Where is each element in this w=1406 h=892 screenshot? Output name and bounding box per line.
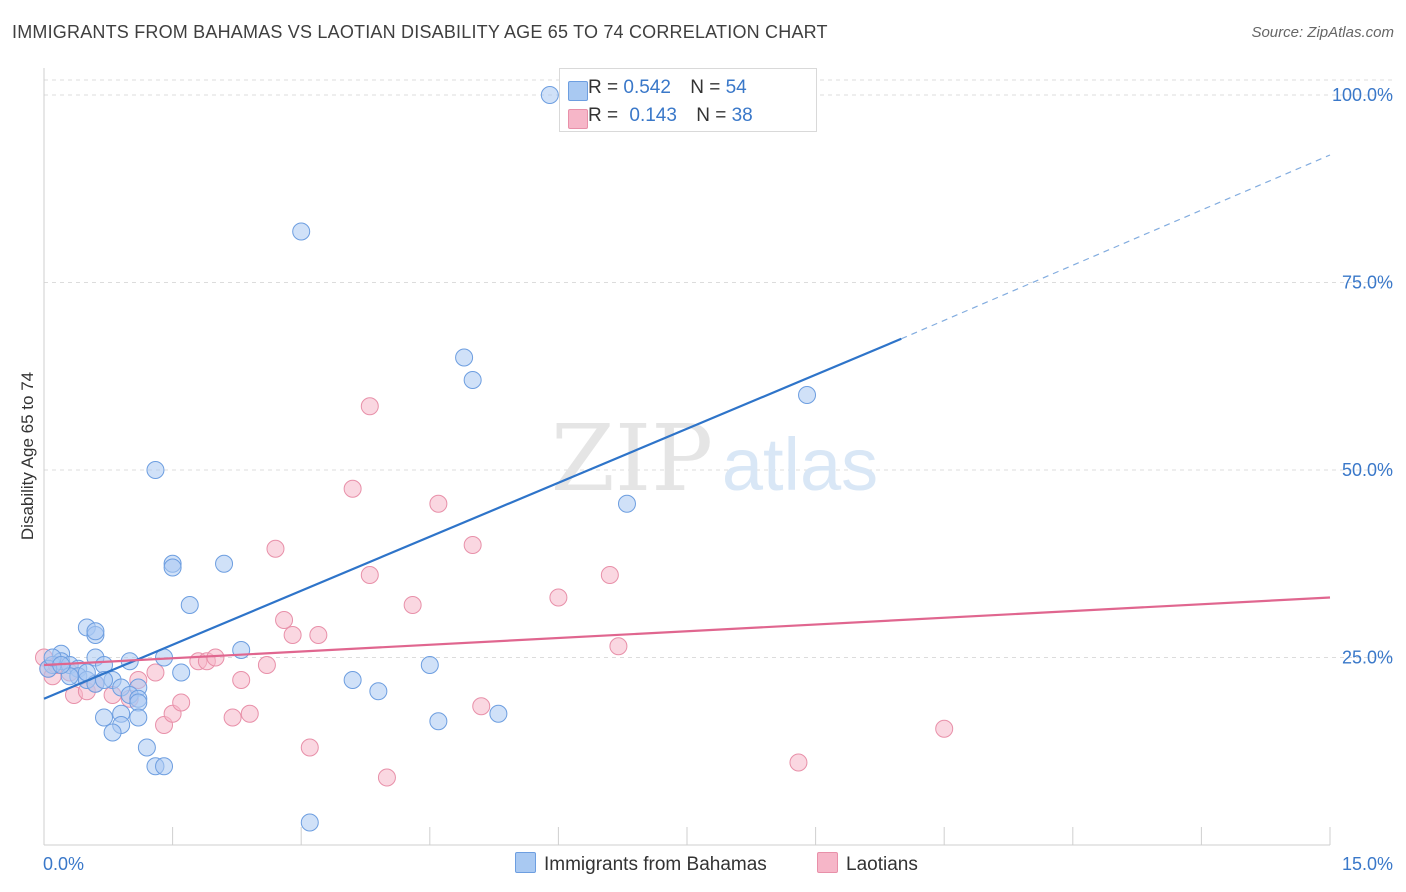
n-value: 38 <box>731 105 753 126</box>
correlation-legend: R = 0.542 N = 54 R = 0.143 N = 38 <box>559 68 817 132</box>
bahamas-point-10 <box>180 596 199 614</box>
laotians-point-28 <box>360 397 379 416</box>
laotians-point-21 <box>257 656 276 674</box>
y-axis-label: Disability Age 65 to 74 <box>18 372 37 540</box>
laotians-point-36 <box>600 566 619 584</box>
bahamas-point-44 <box>103 723 122 742</box>
bahamas-point-43 <box>489 704 508 723</box>
legend-swatch-bahamas <box>568 81 588 101</box>
bahamas-point-1 <box>292 222 311 241</box>
bahamas-point-25 <box>172 663 191 682</box>
r-label: R = <box>588 77 619 98</box>
laotians-point-30 <box>377 768 396 787</box>
trendlines <box>43 154 1331 700</box>
watermark: ZIP atlas <box>551 405 878 512</box>
grid <box>44 79 1392 658</box>
x-tick-label-max: 15.0% <box>1342 854 1393 874</box>
laotians-point-25 <box>309 626 328 644</box>
laotians-point-39 <box>935 719 954 738</box>
laotians-point-29 <box>360 566 379 584</box>
bahamas-point-39 <box>95 708 114 727</box>
y-tick-label-75: 75.0% <box>1342 273 1393 293</box>
legend-item-laotians: Laotians <box>817 852 918 876</box>
bahamas-point-34 <box>420 656 439 674</box>
r-value: 0.542 <box>623 77 671 98</box>
bahamas-point-47 <box>155 757 174 776</box>
bahamas-point-48 <box>300 813 319 832</box>
legend-swatch-bahamas <box>515 852 536 873</box>
laotians-point-11 <box>146 663 165 682</box>
r-label: R = <box>588 105 619 126</box>
laotians-point-18 <box>223 708 242 727</box>
laotians-point-19 <box>232 671 251 689</box>
y-tick-label-25: 25.0% <box>1342 648 1393 668</box>
n-value: 54 <box>725 77 747 98</box>
bahamas-point-6 <box>146 461 165 479</box>
laotians-point-23 <box>275 611 294 629</box>
laotians-point-38 <box>789 753 808 772</box>
n-label: N = <box>696 105 727 126</box>
trendline-laotians <box>43 596 1331 667</box>
bahamas-point-42 <box>429 712 448 731</box>
legend-swatch-laotians <box>568 109 588 129</box>
r-value: 0.143 <box>629 105 677 126</box>
legend-item-bahamas: Immigrants from Bahamas <box>515 852 767 876</box>
bahamas-point-4 <box>798 386 817 404</box>
laotians-point-35 <box>549 588 568 607</box>
bahamas-point-5 <box>617 494 636 513</box>
bahamas-point-7 <box>215 554 234 573</box>
laotians-point-32 <box>429 494 448 513</box>
bahamas-point-13 <box>86 622 105 641</box>
legend-row-bahamas: R = 0.542 N = 54 <box>568 77 747 101</box>
trendline-bahamas-extension <box>901 154 1331 340</box>
y-tick-label-100: 100.0% <box>1332 85 1393 105</box>
source-label: Source: ZipAtlas.com <box>1251 24 1394 41</box>
x-tick-label-min: 0.0% <box>43 854 84 874</box>
laotians-point-37 <box>609 637 628 656</box>
laotians-point-26 <box>300 738 319 757</box>
laotians-point-27 <box>343 479 362 498</box>
bahamas-points <box>39 86 817 832</box>
legend-row-laotians: R = 0.143 N = 38 <box>568 105 753 129</box>
y-tick-label-50: 50.0% <box>1342 460 1393 480</box>
legend-swatch-laotians <box>817 852 838 873</box>
bahamas-point-3 <box>463 371 482 389</box>
legend-label-bahamas: Immigrants from Bahamas <box>544 854 767 875</box>
bahamas-point-40 <box>129 708 148 727</box>
laotians-point-31 <box>403 596 422 614</box>
bahamas-point-45 <box>137 738 156 757</box>
bahamas-point-2 <box>455 348 474 367</box>
bahamas-point-35 <box>343 671 362 689</box>
bahamas-point-9 <box>163 558 182 577</box>
n-label: N = <box>690 77 721 98</box>
bahamas-point-37 <box>129 693 148 712</box>
laotians-point-34 <box>472 697 491 716</box>
y-tick-labels: 25.0% 50.0% 75.0% 100.0% <box>1332 85 1393 668</box>
laotians-point-20 <box>240 704 259 723</box>
bahamas-point-0 <box>540 86 559 104</box>
laotians-point-14 <box>172 693 191 712</box>
axes <box>43 68 1331 846</box>
laotians-point-24 <box>283 626 302 644</box>
laotians-point-22 <box>266 539 285 558</box>
trendline-bahamas <box>43 337 902 700</box>
legend-label-laotians: Laotians <box>846 854 918 875</box>
laotians-point-17 <box>206 648 225 667</box>
watermark-atlas: atlas <box>722 423 878 506</box>
laotians-point-33 <box>463 536 482 554</box>
watermark-zip: ZIP <box>551 405 713 512</box>
bahamas-point-36 <box>369 682 388 701</box>
chart-title: IMMIGRANTS FROM BAHAMAS VS LAOTIAN DISAB… <box>12 22 828 42</box>
